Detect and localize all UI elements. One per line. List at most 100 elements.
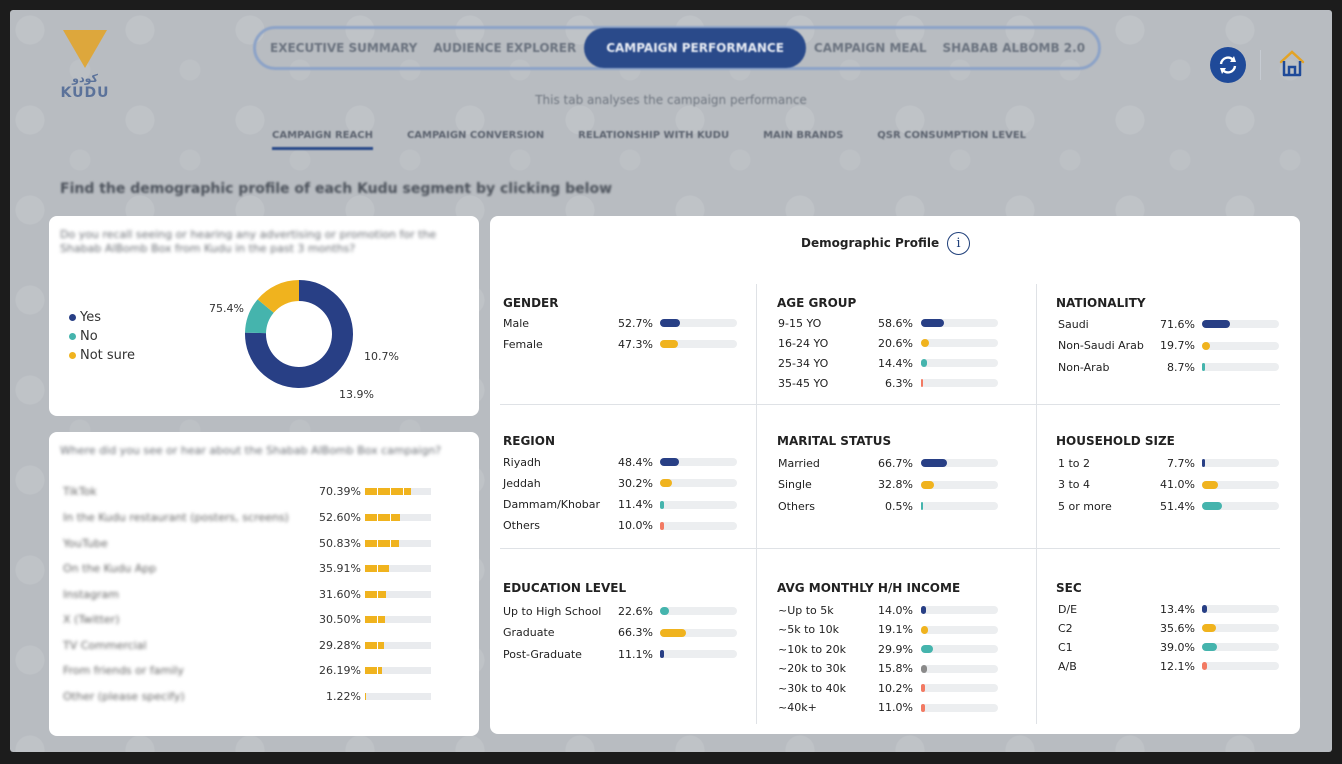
- channel-value: 26.19%: [319, 663, 361, 677]
- row-bar-fill: [921, 625, 929, 634]
- row-label: Jeddah: [503, 476, 541, 490]
- demographic-row[interactable]: Female 47.3%: [503, 336, 737, 352]
- demographic-row[interactable]: ~40k+ 11.0%: [778, 700, 998, 716]
- demographic-row[interactable]: C1 39.0%: [1058, 639, 1279, 655]
- subtab-qsr-consumption[interactable]: QSR CONSUMPTION LEVEL: [877, 130, 1027, 141]
- logo-triangle-icon: [63, 30, 107, 68]
- demographic-row[interactable]: Others 10.0%: [503, 518, 737, 534]
- recall-donut-chart[interactable]: [244, 279, 354, 389]
- legend-item-yes[interactable]: Yes: [69, 308, 135, 327]
- donut-slice-no[interactable]: [245, 299, 274, 334]
- channel-label: YouTube: [63, 536, 108, 550]
- donut-slice-yes[interactable]: [245, 280, 353, 388]
- demographic-row[interactable]: 16-24 YO 20.6%: [778, 335, 998, 351]
- row-bar-fill: [921, 684, 925, 692]
- row-value: 11.1%: [618, 647, 653, 661]
- demographic-row[interactable]: Up to High School 22.6%: [503, 603, 737, 619]
- tab-shabab-albomb[interactable]: SHABAB ALBOMB 2.0: [942, 41, 1086, 55]
- tab-audience-explorer[interactable]: AUDIENCE EXPLORER: [433, 41, 577, 55]
- channel-row[interactable]: Instagram 31.60%: [63, 587, 463, 601]
- demographic-row[interactable]: D/E 13.4%: [1058, 601, 1279, 617]
- subtab-campaign-conversion[interactable]: CAMPAIGN CONVERSION: [406, 130, 545, 141]
- row-bar-track: [921, 339, 998, 347]
- row-value: 29.9%: [878, 642, 913, 656]
- channel-label: In the Kudu restaurant (posters, screens…: [63, 510, 289, 524]
- demographic-row[interactable]: Saudi 71.6%: [1058, 316, 1279, 332]
- icon-separator: [1260, 50, 1261, 80]
- demographic-row[interactable]: 35-45 YO 6.3%: [778, 375, 998, 391]
- demographic-row[interactable]: Graduate 66.3%: [503, 625, 737, 641]
- row-bar-track: [921, 502, 998, 510]
- demographic-row[interactable]: ~30k to 40k 10.2%: [778, 680, 998, 696]
- demographic-row[interactable]: Dammam/Khobar 11.4%: [503, 497, 737, 513]
- demographic-row[interactable]: ~Up to 5k 14.0%: [778, 602, 998, 618]
- legend-dot-yes: [69, 314, 76, 321]
- kudu-logo[interactable]: كودو KUDU: [60, 30, 110, 116]
- row-bar-fill: [660, 650, 665, 658]
- demographic-row[interactable]: Jeddah 30.2%: [503, 475, 737, 491]
- row-bar-fill: [1202, 502, 1222, 510]
- subtab-relationship-with-kudu[interactable]: RELATIONSHIP WITH KUDU: [578, 130, 730, 141]
- channel-label: On the Kudu App: [63, 561, 157, 575]
- channel-row[interactable]: YouTube 50.83%: [63, 536, 463, 550]
- row-bar-track: [921, 703, 998, 712]
- tab-campaign-performance[interactable]: CAMPAIGN PERFORMANCE: [584, 28, 806, 68]
- channel-bar-fill: [365, 692, 366, 700]
- channel-row[interactable]: From friends or family 26.19%: [63, 663, 463, 677]
- channel-value: 1.22%: [326, 689, 361, 703]
- legend-item-no[interactable]: No: [69, 327, 135, 346]
- demographic-row[interactable]: Single 32.8%: [778, 477, 998, 493]
- demographic-row[interactable]: 25-34 YO 14.4%: [778, 355, 998, 371]
- demographic-row[interactable]: Post-Graduate 11.1%: [503, 646, 737, 662]
- subtab-main-brands[interactable]: MAIN BRANDS: [763, 130, 844, 141]
- demographic-row[interactable]: ~5k to 10k 19.1%: [778, 622, 998, 638]
- home-button[interactable]: [1275, 46, 1309, 84]
- channel-label: TV Commercial: [63, 638, 147, 652]
- demographic-row[interactable]: Non-Saudi Arab 19.7%: [1058, 338, 1279, 354]
- demographic-row[interactable]: 3 to 4 41.0%: [1058, 477, 1279, 493]
- row-bar-fill: [1202, 624, 1216, 632]
- row-value: 20.6%: [878, 336, 913, 350]
- legend-item-not-sure[interactable]: Not sure: [69, 346, 135, 365]
- row-bar-fill: [1202, 320, 1230, 328]
- demographic-row[interactable]: ~20k to 30k 15.8%: [778, 661, 998, 677]
- subtab-campaign-reach[interactable]: CAMPAIGN REACH: [272, 130, 373, 150]
- row-label: Post-Graduate: [503, 647, 582, 661]
- refresh-icon: [1219, 56, 1237, 74]
- row-bar-fill: [1202, 480, 1218, 489]
- demographic-row[interactable]: Riyadh 48.4%: [503, 454, 737, 470]
- demographic-row[interactable]: 9-15 YO 58.6%: [778, 315, 998, 331]
- channel-row[interactable]: Other (please specify) 1.22%: [63, 689, 463, 703]
- channel-bar-fill: [365, 564, 389, 572]
- donut-slice-not-sure[interactable]: [257, 280, 299, 313]
- demographic-row[interactable]: C2 35.6%: [1058, 620, 1279, 636]
- row-value: 39.0%: [1160, 640, 1195, 654]
- channel-bar-track: [365, 692, 431, 700]
- row-bar-track: [921, 359, 998, 367]
- channel-row[interactable]: In the Kudu restaurant (posters, screens…: [63, 510, 463, 524]
- dashboard-canvas: كودو KUDU EXECUTIVE SUMMARY AUDIENCE EXP…: [10, 10, 1332, 752]
- demographic-row[interactable]: 5 or more 51.4%: [1058, 498, 1279, 514]
- recall-question: Do you recall seeing or hearing any adve…: [60, 228, 437, 255]
- demographic-row[interactable]: 1 to 2 7.7%: [1058, 455, 1279, 471]
- tab-campaign-meal[interactable]: CAMPAIGN MEAL: [813, 41, 927, 55]
- row-label: C1: [1058, 640, 1073, 654]
- row-value: 30.2%: [618, 476, 653, 490]
- demographic-row[interactable]: Married 66.7%: [778, 455, 998, 471]
- channel-row[interactable]: TikTok 70.39%: [63, 484, 463, 498]
- info-icon[interactable]: i: [947, 232, 970, 255]
- demographic-row[interactable]: A/B 12.1%: [1058, 658, 1279, 674]
- channel-row[interactable]: X (Twitter) 30.50%: [63, 612, 463, 626]
- channel-row[interactable]: On the Kudu App 35.91%: [63, 561, 463, 575]
- refresh-button[interactable]: [1210, 47, 1246, 83]
- legend-label: Yes: [80, 310, 101, 325]
- demographic-row[interactable]: ~10k to 20k 29.9%: [778, 641, 998, 657]
- tab-executive-summary[interactable]: EXECUTIVE SUMMARY: [270, 41, 418, 55]
- divider: [756, 284, 757, 724]
- row-label: Female: [503, 337, 543, 351]
- row-value: 48.4%: [618, 455, 653, 469]
- demographic-row[interactable]: Male 52.7%: [503, 315, 737, 331]
- demographic-row[interactable]: Non-Arab 8.7%: [1058, 359, 1279, 375]
- channel-row[interactable]: TV Commercial 29.28%: [63, 638, 463, 652]
- demographic-row[interactable]: Others 0.5%: [778, 498, 998, 514]
